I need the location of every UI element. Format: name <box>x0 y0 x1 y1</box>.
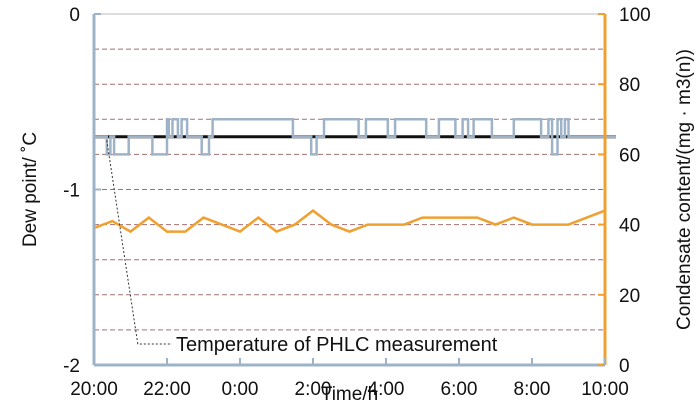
left-tick-label: 0 <box>69 5 80 26</box>
left-tick-label: -2 <box>63 356 80 377</box>
right-tick-label: 60 <box>619 145 640 166</box>
x-tick-label: 0:00 <box>222 379 259 400</box>
right-tick-label: 100 <box>619 5 651 26</box>
annotation-leader-line <box>106 140 172 345</box>
dew-point-series-line <box>94 118 616 156</box>
x-tick-label: 2:00 <box>295 379 332 400</box>
right-tick-label: 40 <box>619 216 640 237</box>
condensate-series-line <box>93 209 606 234</box>
series-layer <box>93 118 616 234</box>
x-tick-label: 22:00 <box>143 379 191 400</box>
x-tick-label: 20:00 <box>70 379 118 400</box>
x-tick-label: 6:00 <box>441 379 478 400</box>
x-tick-label: 8:00 <box>514 379 551 400</box>
right-tick-label: 0 <box>619 356 630 377</box>
axes <box>92 13 607 367</box>
grid-lines <box>94 48 605 331</box>
right-tick-label: 80 <box>619 75 640 96</box>
x-tick-label: 10:00 <box>581 379 629 400</box>
x-tick-label: 4:00 <box>368 379 405 400</box>
annotation-label: Temperature of PHLC measurement <box>176 334 498 356</box>
left-axis-title: Dew point/ ˚C <box>20 132 41 247</box>
x-axis-title: Time/h <box>321 384 378 405</box>
left-tick-label: -1 <box>63 181 80 202</box>
right-axis-title: Condensate content/(mg · m3(n)) <box>674 49 695 330</box>
right-tick-label: 20 <box>619 286 640 307</box>
labels: 0 -1 -2 0 20 40 60 80 100 20:00 22:00 0:00 2:00 4:00 6… <box>20 5 695 405</box>
